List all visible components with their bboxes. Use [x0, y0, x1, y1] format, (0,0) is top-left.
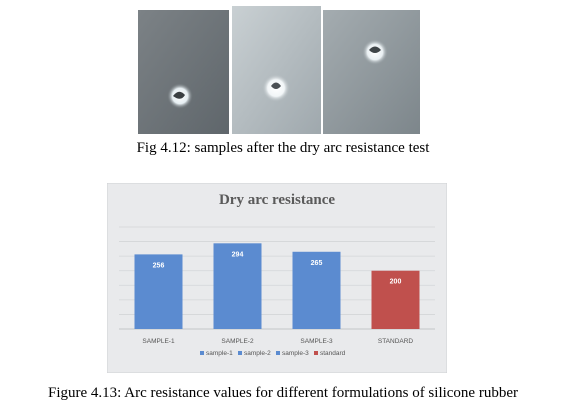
legend-label-standard: standard [320, 350, 346, 357]
bar-sample-2 [213, 243, 262, 329]
bar-standard [371, 270, 420, 329]
legend-swatch-sample-2 [238, 351, 242, 355]
legend-swatch-sample-1 [200, 351, 204, 355]
data-label-sample-1: 256 [153, 262, 165, 269]
bar-sample-3 [292, 251, 341, 329]
bar-sample-1 [134, 254, 183, 329]
legend-label-sample-1: sample-1 [206, 350, 233, 357]
data-label-standard: 200 [390, 279, 402, 286]
data-label-sample-2: 294 [232, 251, 244, 258]
chart-title: Dry arc resistance [219, 192, 335, 208]
category-label: SAMPLE-2 [221, 338, 254, 345]
legend-swatch-standard [314, 351, 318, 355]
photo-figure-caption: Fig 4.12: samples after the dry arc resi… [136, 140, 430, 156]
sample-2-photo [232, 6, 321, 134]
legend-label-sample-3: sample-3 [282, 350, 309, 357]
legend-label-sample-2: sample-2 [244, 350, 271, 357]
page-top-edge [0, 0, 566, 4]
sample-3-photo [323, 10, 420, 134]
category-label: STANDARD [378, 338, 414, 345]
category-label: SAMPLE-1 [142, 338, 175, 345]
category-label: SAMPLE-3 [300, 338, 333, 345]
sample-1-photo [138, 10, 229, 134]
arc-resistance-chart: Dry arc resistance 256 SAMPLE-1 294 SAMPLE-2… [107, 183, 447, 373]
data-label-sample-3: 265 [311, 260, 323, 267]
chart-figure-caption: Figure 4.13: Arc resistance values for d… [47, 385, 518, 401]
legend-swatch-sample-3 [276, 351, 280, 355]
